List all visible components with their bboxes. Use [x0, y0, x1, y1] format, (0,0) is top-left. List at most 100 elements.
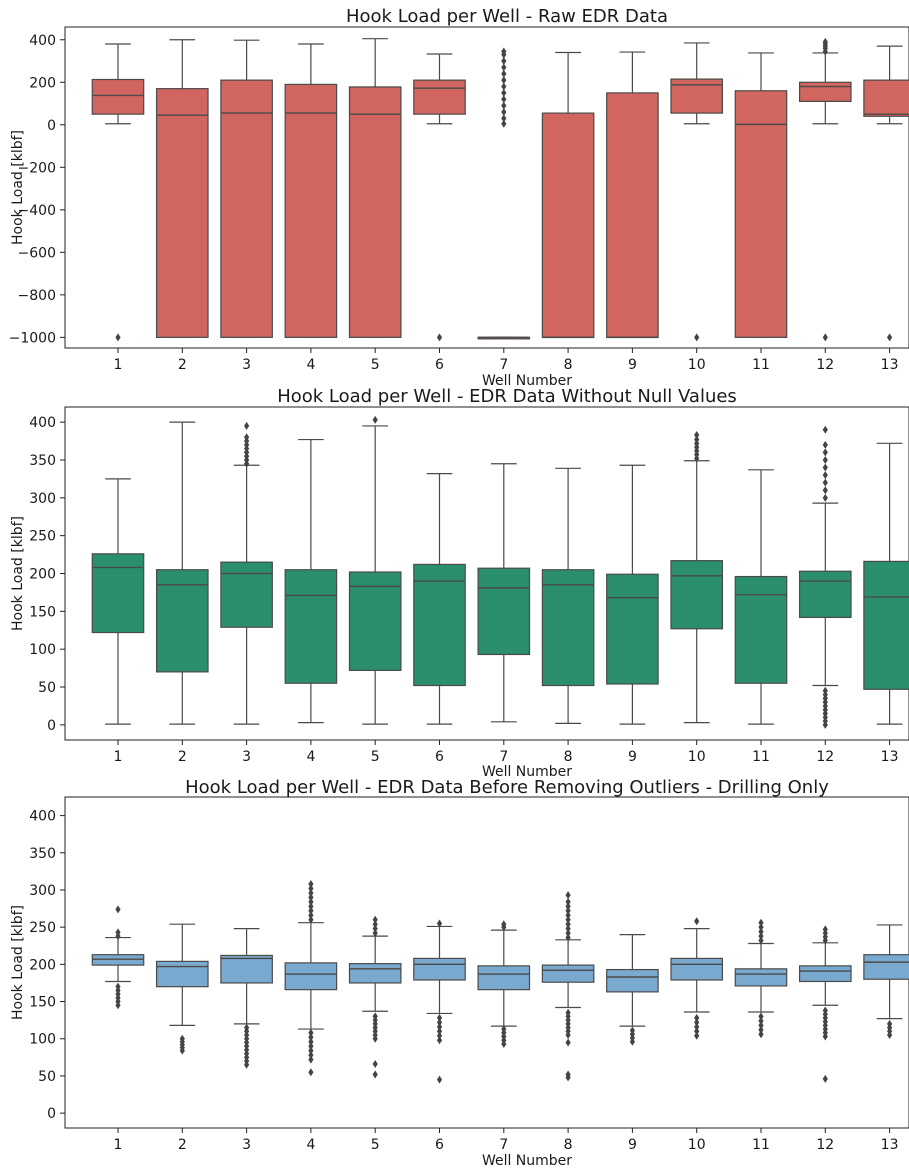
box-well-5: [348, 38, 402, 338]
box-iqr: [91, 78, 145, 115]
x-tick-label: 2: [178, 357, 187, 373]
box-iqr: [348, 86, 402, 338]
boxes: [91, 37, 909, 342]
outlier-point: [308, 880, 314, 889]
x-tick-label: 12: [816, 357, 834, 373]
box-iqr: [413, 563, 466, 687]
x-tick-label: 12: [816, 1137, 834, 1153]
outlier-point: [565, 891, 571, 900]
outlier-point: [694, 1022, 700, 1031]
box-iqr: [220, 79, 273, 338]
x-tick-label: 7: [499, 749, 508, 765]
outlier-point: [501, 69, 507, 78]
x-tick-label: 5: [371, 749, 380, 765]
x-axis-label: Well Number: [482, 1153, 572, 1168]
x-tick-label: 7: [499, 1137, 508, 1153]
x-tick-label: 1: [114, 1137, 123, 1153]
outlier-point: [372, 1070, 378, 1079]
outlier-point: [758, 1012, 764, 1021]
outlier-point: [822, 37, 828, 46]
box-well-6: [413, 473, 466, 725]
plot-frame: [64, 26, 909, 349]
outlier-point: [308, 915, 314, 924]
box-iqr: [155, 88, 209, 338]
chart-title: Hook Load per Well - EDR Data Without Nu…: [277, 386, 737, 407]
y-tick-label: 300: [29, 883, 56, 899]
x-tick-label: 6: [435, 749, 444, 765]
box-well-1: [91, 905, 145, 1010]
x-tick-label: 13: [881, 749, 899, 765]
outlier-point: [822, 463, 828, 472]
outlier-point: [308, 902, 314, 911]
outlier-point: [822, 333, 828, 342]
outlier-point: [372, 915, 378, 924]
x-tick-label: 6: [435, 1137, 444, 1153]
y-axis-label: Hook Load [klbf]: [10, 130, 26, 245]
box-iqr: [220, 954, 273, 984]
outlier-point: [501, 82, 507, 91]
outlier-point: [822, 1006, 828, 1015]
outlier-point: [372, 924, 378, 933]
outlier-point: [179, 1034, 185, 1043]
outlier-point: [822, 455, 828, 464]
y-tick-label: 50: [38, 680, 56, 696]
x-tick-label: 4: [306, 749, 315, 765]
outlier-point: [822, 478, 828, 487]
box-well-4: [284, 880, 338, 1077]
y-tick-label: −200: [18, 160, 56, 176]
outlier-point: [308, 1055, 314, 1064]
box-iqr: [670, 957, 724, 981]
box-well-2: [155, 39, 209, 338]
outlier-point: [308, 893, 314, 902]
box-well-7: [477, 47, 531, 340]
box-iqr: [541, 112, 595, 338]
box-iqr: [798, 965, 852, 983]
outlier-point: [694, 1027, 700, 1036]
x-tick-label: 9: [628, 749, 637, 765]
outlier-point: [436, 919, 443, 928]
box-well-11: [734, 52, 788, 338]
outlier-point: [629, 1026, 635, 1035]
x-tick-label: 9: [628, 1137, 637, 1153]
y-tick-label: 350: [29, 453, 56, 469]
outlier-point: [372, 1012, 378, 1021]
box-well-13: [863, 442, 909, 725]
box-well-13: [863, 924, 909, 1040]
outlier-point: [694, 1031, 700, 1040]
outlier-point: [308, 1037, 314, 1046]
chart-title: Hook Load per Well - EDR Data Before Rem…: [185, 777, 829, 798]
outlier-point: [308, 1068, 314, 1077]
box-iqr: [734, 968, 788, 987]
chart-title: Hook Load per Well - Raw EDR Data: [346, 6, 668, 27]
outlier-point: [758, 936, 764, 945]
outlier-point: [822, 486, 828, 495]
box-well-1: [91, 478, 145, 725]
y-tick-label: 250: [29, 529, 56, 545]
box-well-13: [863, 45, 909, 342]
outlier-point: [115, 333, 121, 342]
box-iqr: [284, 962, 338, 991]
x-tick-label: 3: [242, 1137, 251, 1153]
outlier-point: [758, 932, 764, 941]
outlier-point: [436, 1022, 443, 1031]
boxes: [91, 415, 909, 729]
y-tick-label: 150: [29, 995, 56, 1011]
box-iqr: [91, 954, 145, 966]
chart-panel-1: Hook Load per Well - Raw EDR Data Hook Lo…: [9, 6, 909, 389]
box-well-4: [284, 43, 338, 338]
box-iqr: [541, 569, 595, 687]
outlier-point: [565, 911, 571, 920]
box-iqr: [734, 90, 788, 338]
outlier-point: [308, 1033, 314, 1042]
outlier-point: [758, 927, 764, 936]
y-tick-label: 400: [29, 809, 56, 825]
box-iqr: [798, 570, 852, 618]
outlier-point: [372, 1060, 378, 1069]
outlier-point: [501, 101, 507, 110]
x-tick-label: 13: [881, 357, 899, 373]
outlier-point: [501, 108, 507, 117]
outlier-point: [308, 906, 314, 915]
box-iqr: [348, 571, 402, 671]
x-tick-label: 6: [435, 357, 444, 373]
outlier-point: [115, 982, 121, 991]
